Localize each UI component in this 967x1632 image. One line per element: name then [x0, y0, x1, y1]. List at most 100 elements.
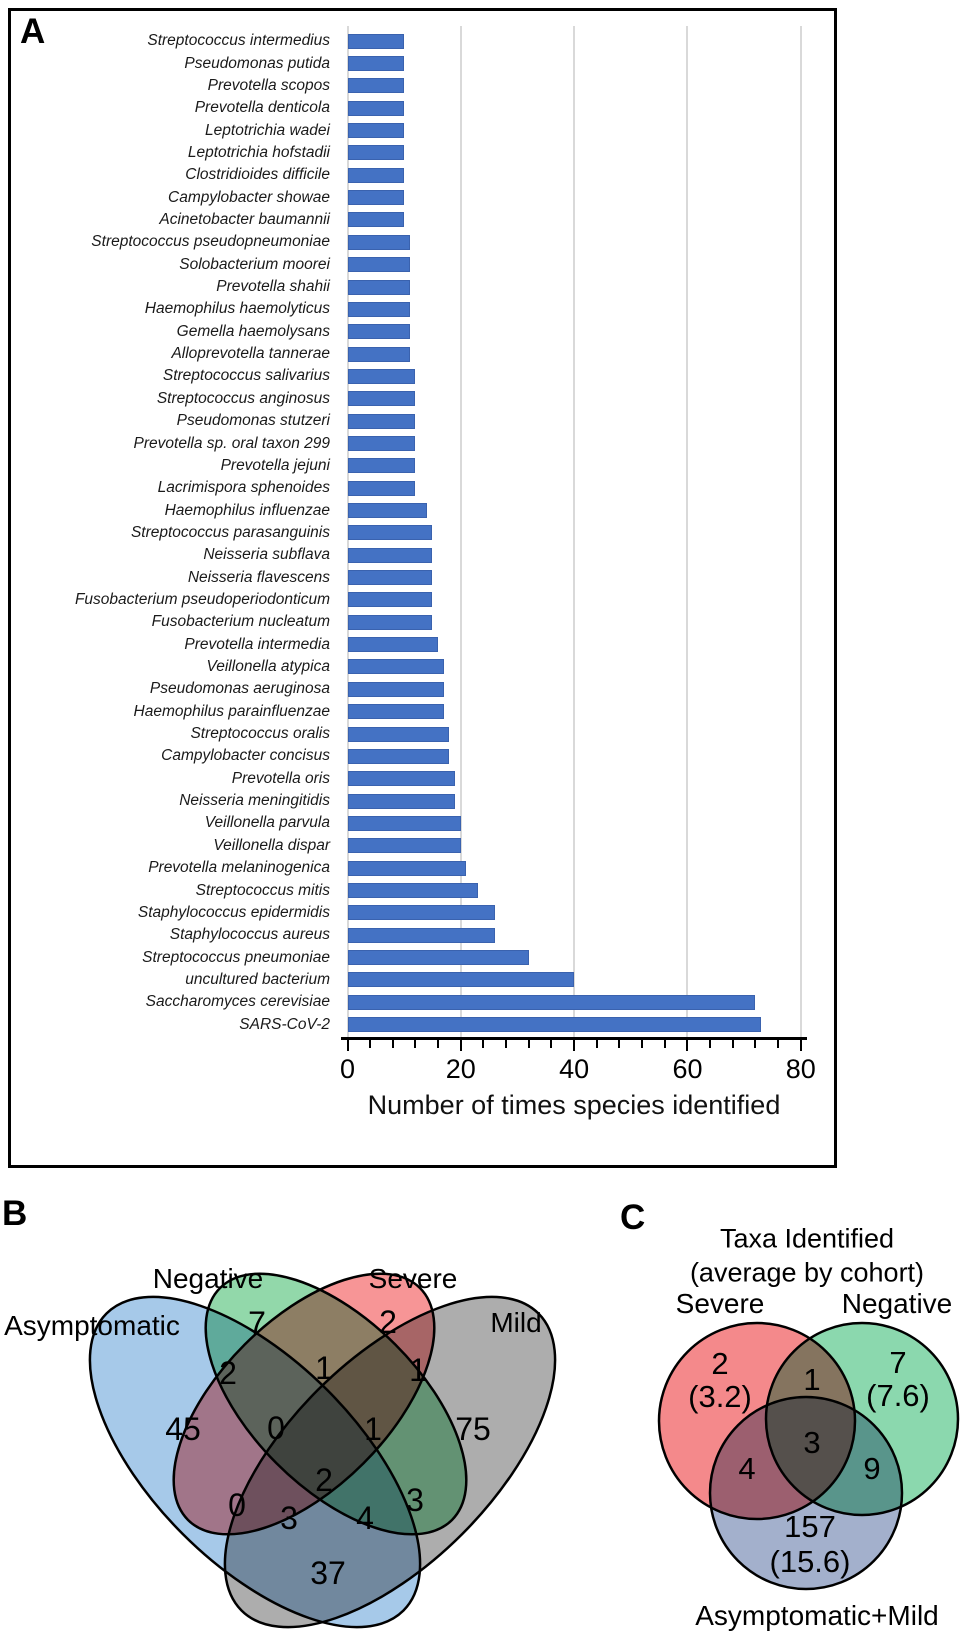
region-c-severe-negative: 1 [803, 1362, 820, 1397]
x-axis-minor-tick [527, 1040, 530, 1048]
bar-row-label: Prevotella melaninogenica [148, 859, 330, 877]
bar [347, 547, 433, 563]
bar-row-label: Staphylococcus epidermidis [137, 903, 330, 921]
region-c-negative-only: 7 [889, 1345, 906, 1380]
bar [347, 994, 756, 1010]
bar-row-label: Staphylococcus aureus [169, 926, 330, 944]
severe-ellipse [172, 1272, 436, 1536]
bar [347, 972, 575, 988]
bar-row-label: Haemophilus haemolyticus [144, 300, 330, 318]
bar-row-label: Campylobacter concisus [161, 747, 330, 765]
bar [347, 33, 405, 49]
venn3-title: Taxa Identified [720, 1223, 894, 1253]
bar-row-label: Fusobacterium pseudoperiodonticum [74, 590, 330, 608]
bar-row-label: Clostridioides difficile [185, 166, 330, 184]
venn3-diagram: Taxa Identified (average by cohort) Seve… [657, 1223, 960, 1631]
bar-row-label: Leptotrichia wadei [205, 121, 330, 139]
region-c-am-only: 157 [784, 1509, 836, 1544]
bar [347, 346, 410, 362]
bar [347, 78, 405, 94]
bar [347, 100, 405, 116]
x-axis-minor-tick [709, 1040, 712, 1048]
x-axis-minor-tick [505, 1040, 508, 1048]
bar [347, 413, 416, 429]
panel-a-label: A [20, 12, 46, 51]
bar [347, 950, 529, 966]
bar-row-label: Prevotella scopos [207, 76, 330, 94]
bar-row-label: Veillonella atypica [206, 658, 330, 675]
gridline [573, 26, 576, 1037]
bar [347, 123, 405, 139]
x-axis-major-tick [573, 1040, 576, 1051]
bar [347, 771, 456, 787]
region-asymptomatic-mild: 37 [310, 1555, 346, 1591]
bar-row-label: Veillonella dispar [213, 836, 330, 854]
asymptomatic-mild-set-label: Asymptomatic+Mild [695, 1600, 939, 1631]
bar [347, 324, 410, 340]
bar-row-label: Streptococcus anginosus [156, 389, 330, 407]
bar [347, 435, 416, 451]
bar-row-label: SARS-CoV-2 [239, 1015, 330, 1033]
x-axis-minor-tick [437, 1040, 440, 1048]
x-axis-tick-label: 0 [339, 1054, 356, 1084]
x-axis-tick-label: 20 [445, 1054, 476, 1084]
bar-row-label: Campylobacter showae [168, 188, 330, 206]
bar [347, 614, 433, 630]
bar-row-label: Neisseria flavescens [187, 568, 330, 586]
bar [347, 212, 405, 228]
region-negative-severe: 1 [315, 1350, 333, 1386]
x-axis-title: Number of times species identified [367, 1090, 781, 1120]
x-axis-minor-tick [482, 1040, 485, 1048]
mild-set-label: Mild [490, 1307, 541, 1338]
x-axis-tick-label: 60 [672, 1054, 703, 1084]
bar-row-label: Pseudomonas aeruginosa [149, 680, 330, 698]
region-c-negative-am: 9 [863, 1451, 880, 1486]
bar-row-label: Leptotrichia hofstadii [187, 143, 330, 161]
bar [347, 1017, 762, 1033]
venn3-subtitle: (average by cohort) [690, 1257, 924, 1287]
gridline [799, 26, 802, 1037]
bar [347, 279, 410, 295]
x-axis-minor-tick [595, 1040, 598, 1048]
bar-row-label: Fusobacterium nucleatum [151, 613, 330, 631]
bar-row-label: Neisseria subflava [203, 546, 330, 564]
bar [347, 480, 416, 496]
bar-row-label: Prevotella intermedia [184, 635, 330, 653]
region-c-severe-am: 4 [738, 1451, 755, 1486]
bar [347, 726, 450, 742]
region-all-four: 2 [315, 1462, 333, 1498]
bar-row-label: Streptococcus salivarius [162, 367, 330, 385]
bar-row-label: Lacrimispora sphenoides [157, 479, 330, 497]
bar [347, 592, 433, 608]
bar [347, 882, 478, 898]
bar-row-label: Veillonella parvula [204, 814, 330, 832]
x-axis-minor-tick [391, 1040, 394, 1048]
asymptomatic-set-label: Asymptomatic [4, 1310, 180, 1341]
bar [347, 56, 405, 72]
bar [347, 190, 405, 206]
x-axis-major-tick [686, 1040, 689, 1051]
x-axis-tick-label: 40 [559, 1054, 590, 1084]
region-c-negative-average: (7.6) [866, 1378, 930, 1413]
region-c-all-three: 3 [803, 1425, 820, 1460]
x-axis-minor-tick [641, 1040, 644, 1048]
bar [347, 704, 444, 720]
bar [347, 637, 439, 653]
bar [347, 905, 495, 921]
severe-set-label: Severe [369, 1263, 458, 1294]
x-axis-minor-tick [731, 1040, 734, 1048]
x-axis-tick-label: 80 [785, 1054, 816, 1084]
bar-row-label: Streptococcus intermedius [147, 32, 330, 50]
bar-row-label: Saccharomyces cerevisiae [145, 993, 330, 1011]
bar [347, 458, 416, 474]
x-axis-line [341, 1037, 807, 1040]
bar-row-label: Pseudomonas putida [184, 54, 330, 72]
region-asymptomatic-negative: 2 [219, 1355, 237, 1391]
bar-row-label: Streptococcus parasanguinis [130, 523, 330, 541]
bar-row-label: Haemophilus influenzae [164, 501, 330, 519]
bar [347, 860, 467, 876]
x-axis-minor-tick [414, 1040, 417, 1048]
bar [347, 525, 433, 541]
panel-c-label: C [620, 1198, 646, 1237]
